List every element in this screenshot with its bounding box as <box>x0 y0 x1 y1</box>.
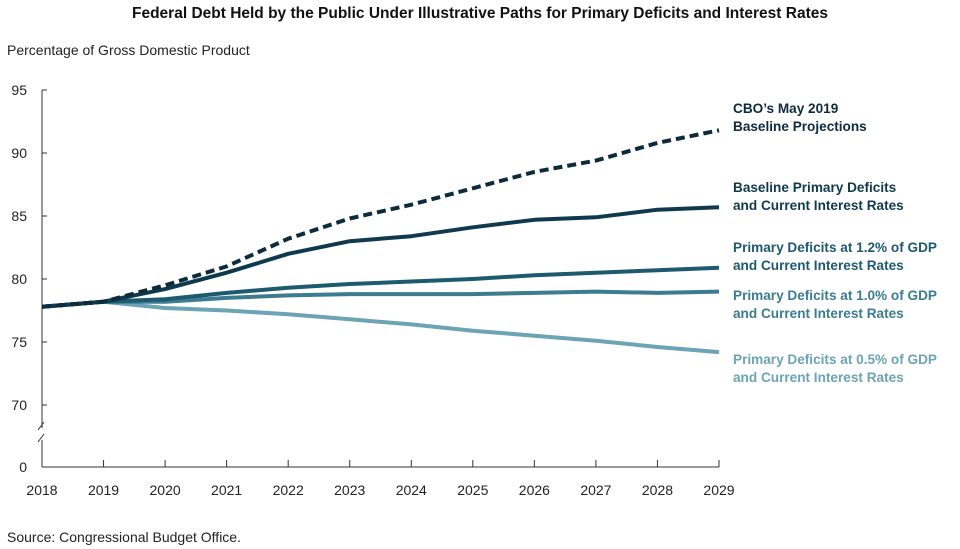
y-tick-label: 95 <box>11 82 27 98</box>
series-label-line: and Current Interest Rates <box>733 370 904 385</box>
x-tick-label: 2028 <box>642 482 673 498</box>
axis-break-mark <box>37 421 45 431</box>
axis-break-mark <box>37 433 45 443</box>
x-tick-label: 2026 <box>519 482 550 498</box>
series-label-3: Primary Deficits at 1.0% of GDP and Curre… <box>733 288 937 321</box>
series-label-line: CBO’s May 2019 <box>733 101 839 116</box>
y-tick-label: 0 <box>19 459 27 475</box>
series-label-line: Primary Deficits at 0.5% of GDP <box>733 352 937 367</box>
series-line-0 <box>41 128 720 309</box>
chart-title: Federal Debt Held by the Public Under Il… <box>132 5 828 22</box>
series-label-1: Baseline Primary Deficits and Current Int… <box>733 180 904 213</box>
series-label-line: Primary Deficits at 1.2% of GDP <box>733 240 937 255</box>
series-labels: CBO’s May 2019 Baseline Projections Baseli… <box>733 101 937 385</box>
axes: 95 90 85 80 75 70 0 2018 2019 2020 2021 2022 2023 202… <box>11 82 734 498</box>
y-tick-label: 75 <box>11 334 27 350</box>
y-axis-label: Percentage of Gross Domestic Product <box>7 42 250 58</box>
x-tick-label: 2024 <box>396 482 427 498</box>
x-tick-label: 2022 <box>273 482 304 498</box>
y-tick-label: 80 <box>11 271 27 287</box>
series-line-4 <box>41 299 720 355</box>
x-tick-label: 2027 <box>580 482 611 498</box>
x-tick-label: 2021 <box>211 482 242 498</box>
x-tick-label: 2025 <box>457 482 488 498</box>
x-tick-label: 2020 <box>150 482 181 498</box>
y-tick-label: 90 <box>11 145 27 161</box>
y-tick-label: 85 <box>11 208 27 224</box>
x-tick-label: 2018 <box>26 482 57 498</box>
series-label-2: Primary Deficits at 1.2% of GDP and Curre… <box>733 240 937 273</box>
x-tick-label: 2019 <box>88 482 119 498</box>
series-line-1 <box>41 205 720 309</box>
series-label-4: Primary Deficits at 0.5% of GDP and Curre… <box>733 352 937 385</box>
series-label-line: Baseline Projections <box>733 119 867 134</box>
series-lines <box>41 128 720 355</box>
series-line-2 <box>41 265 720 309</box>
series-label-line: and Current Interest Rates <box>733 198 904 213</box>
series-label-line: and Current Interest Rates <box>733 258 904 273</box>
x-tick-label: 2029 <box>703 482 734 498</box>
series-label-0: CBO’s May 2019 Baseline Projections <box>733 101 867 134</box>
x-tick-label: 2023 <box>334 482 365 498</box>
series-line-3 <box>41 289 720 309</box>
series-label-line: Baseline Primary Deficits <box>733 180 896 195</box>
y-tick-label: 70 <box>11 397 27 413</box>
series-label-line: and Current Interest Rates <box>733 306 904 321</box>
series-label-line: Primary Deficits at 1.0% of GDP <box>733 288 937 303</box>
source-note: Source: Congressional Budget Office. <box>7 529 241 545</box>
